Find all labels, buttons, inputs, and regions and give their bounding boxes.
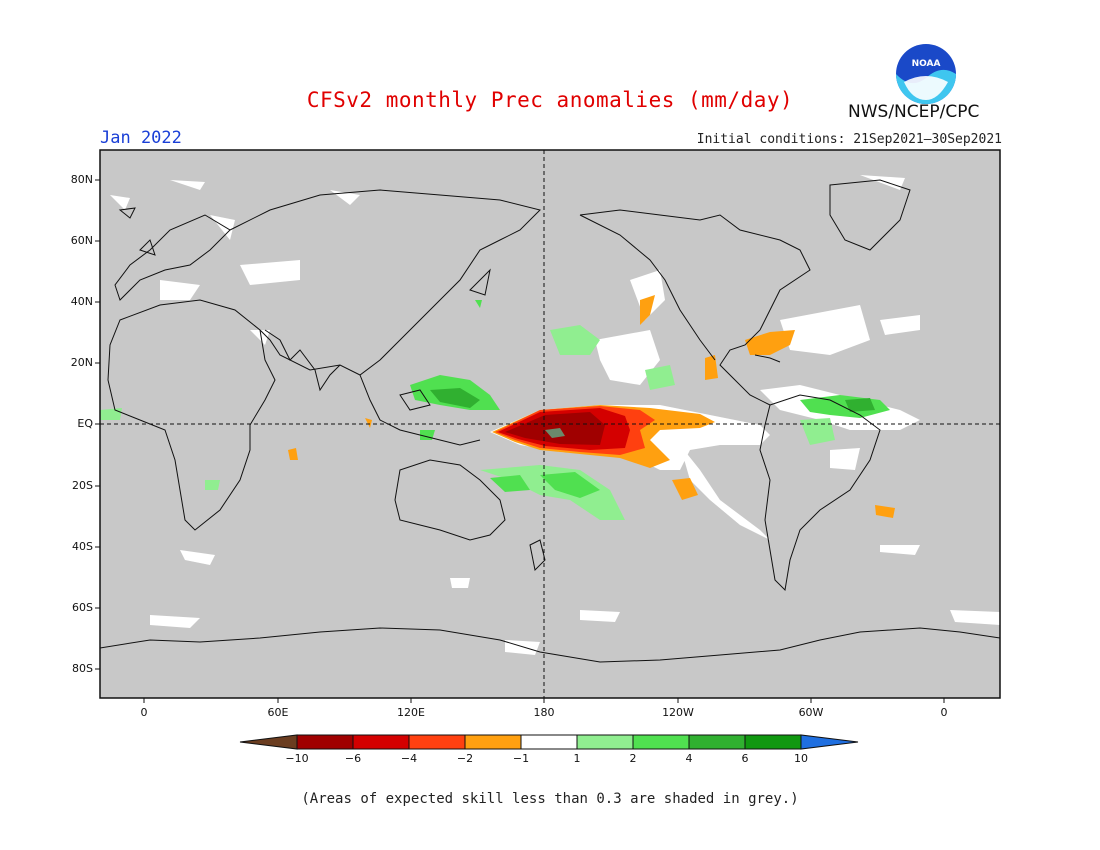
footnote: (Areas of expected skill less than 0.3 a… [301,791,799,807]
colorbar-tick-label: 10 [794,752,808,765]
colorbar-tick-label: 4 [685,752,693,765]
lon-label-120w: 120W [662,706,694,719]
colorbar-tick-label: −1 [512,752,530,765]
colorbar-cell [744,734,802,750]
agency-label: NWS/NCEP/CPC [848,102,980,122]
chart-title: CFSv2 monthly Prec anomalies (mm/day) [306,88,794,112]
initial-conditions: Initial conditions: 21Sep2021–30Sep2021 [696,132,1002,147]
colorbar-tick-label: 1 [573,752,581,765]
wet-anomalies [100,300,890,520]
lat-label-40s: 40S [72,540,93,553]
colorbar-tick-label: −4 [400,752,418,765]
colorbar-arrow-low [239,734,298,750]
colorbar-cell [408,734,466,750]
colorbar-cell [576,734,634,750]
colorbar-tick-label: −10 [285,752,309,765]
forecast-month: Jan 2022 [100,128,182,148]
lat-label-80s: 80S [72,662,93,675]
equatorial-dry-anomaly [288,295,895,518]
colorbar-arrow-high [800,734,859,750]
lon-label-60e: 60E [267,706,289,719]
lat-label-eq: EQ [77,417,93,430]
lat-label-40n: 40N [70,295,93,308]
lat-label-80n: 80N [70,173,93,186]
lat-label-20n: 20N [70,356,93,369]
colorbar-cell [296,734,354,750]
colorbar-cell [520,734,578,750]
colorbar-tick-label: 2 [629,752,637,765]
lat-label-60n: 60N [70,234,93,247]
colorbar-cell [352,734,410,750]
colorbar-cell [688,734,746,750]
lon-label-120e: 120E [397,706,425,719]
colorbar-cell [632,734,690,750]
axis-ticks [95,179,945,703]
noaa-logo: NOAA [896,44,956,104]
logo-text: NOAA [912,59,941,69]
colorbar-cell [464,734,522,750]
coastlines [100,179,1000,663]
lon-label-60w: 60W [798,706,824,719]
lon-label-0: 0 [140,706,148,719]
lon-label-180: 180 [533,706,555,719]
white-patches [110,175,1000,655]
lat-label-20s: 20S [72,479,93,492]
colorbar-tick-label: −6 [344,752,362,765]
colorbar-tick-label: 6 [741,752,749,765]
lat-label-60s: 60S [72,601,93,614]
colorbar-tick-label: −2 [456,752,474,765]
lon-label-0-east: 0 [940,706,948,719]
